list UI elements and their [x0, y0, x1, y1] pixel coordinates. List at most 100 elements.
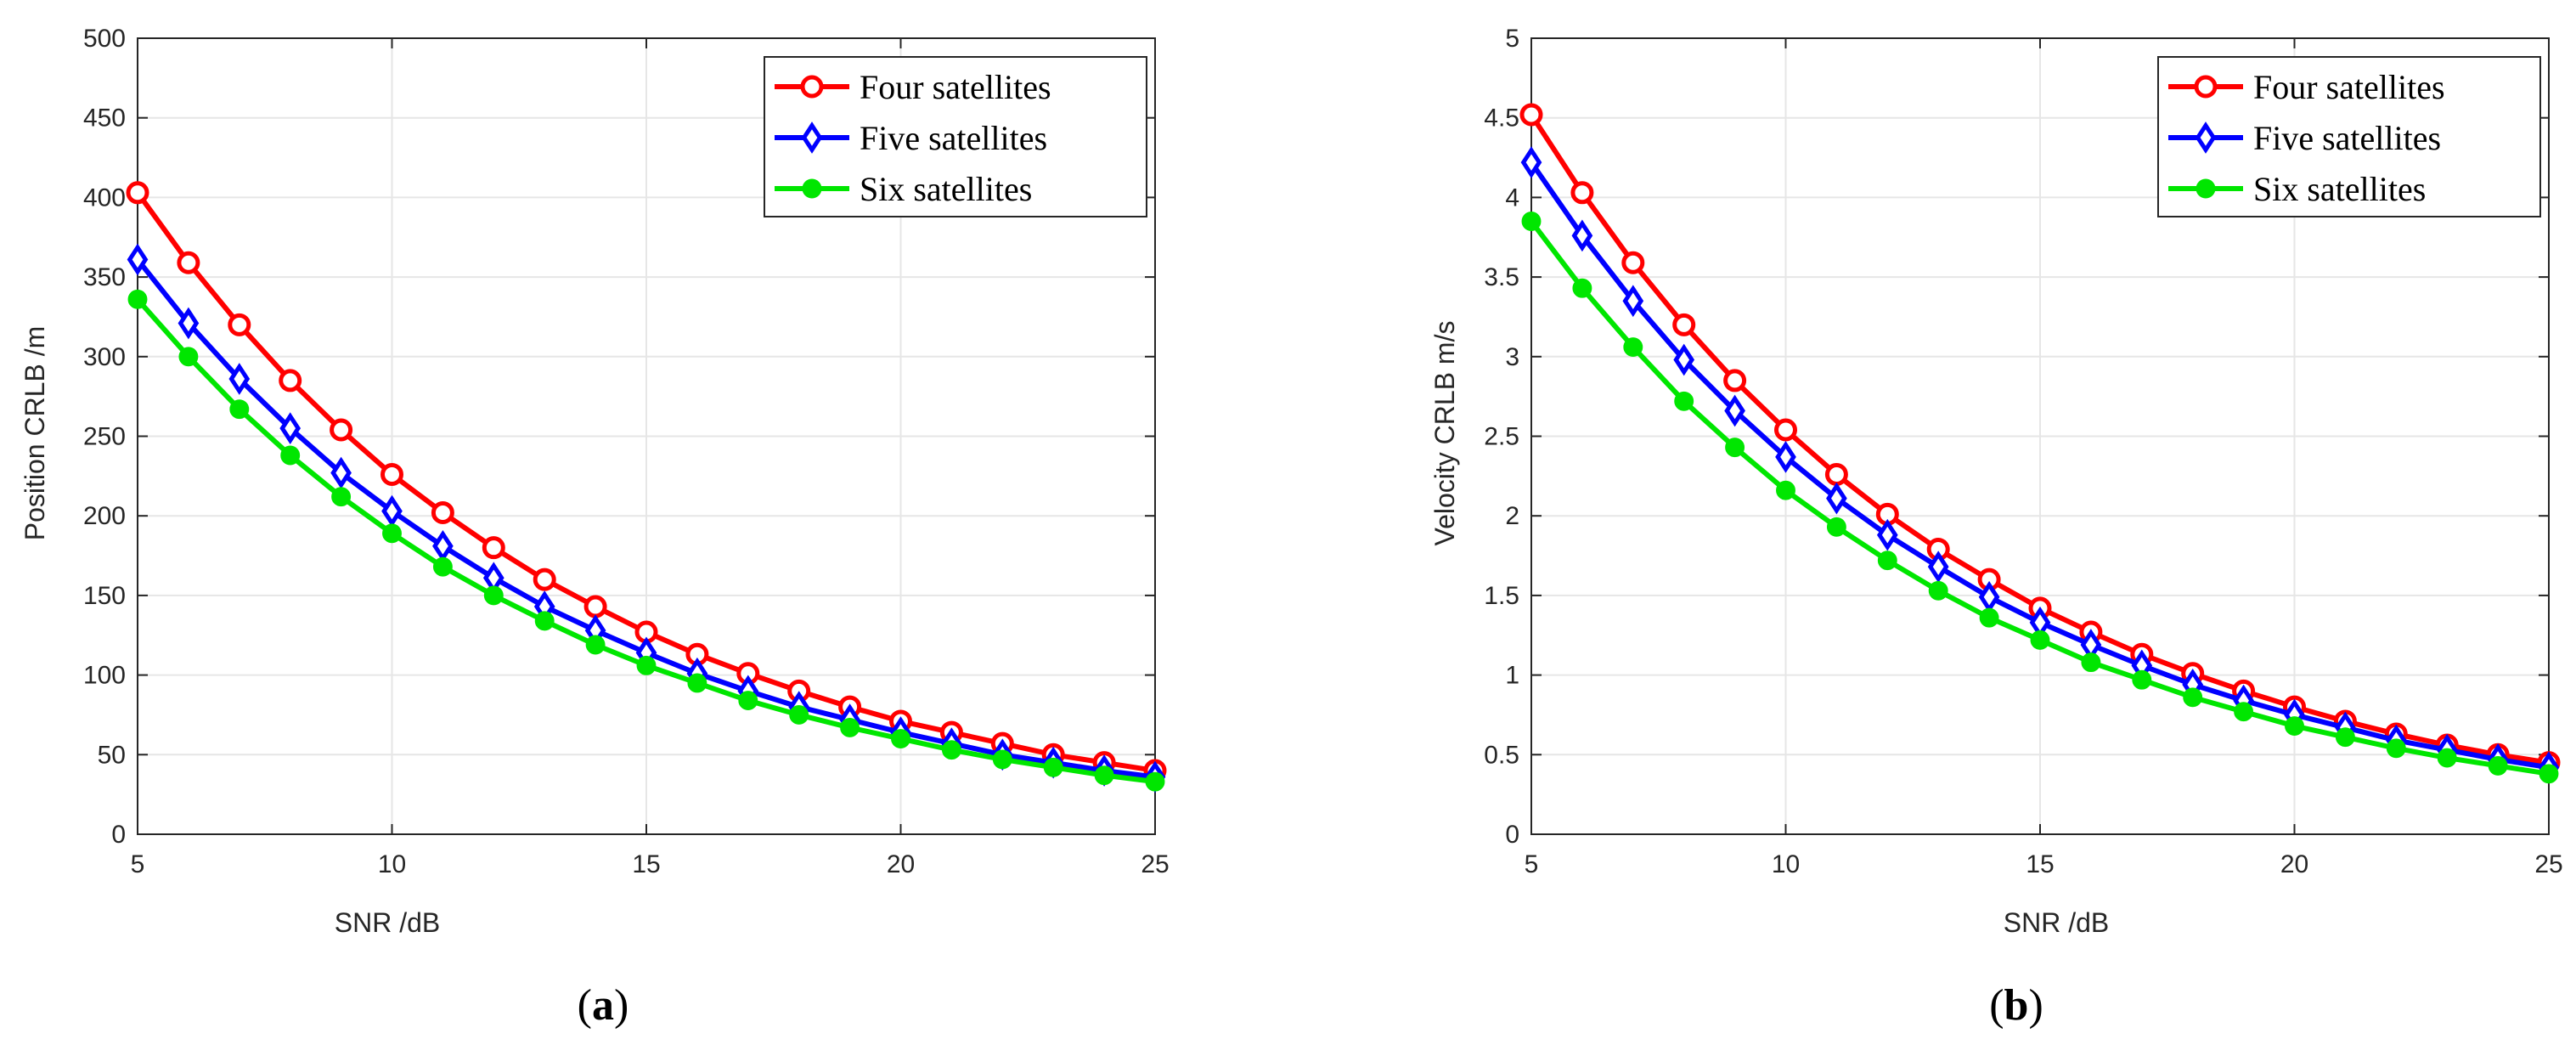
- y-tick-label: 400: [83, 184, 126, 212]
- data-point: [382, 523, 402, 544]
- y-tick-label: 2: [1505, 502, 1519, 530]
- legend-label: Five satellites: [2253, 119, 2441, 157]
- data-point: [1826, 482, 1847, 515]
- x-tick-label: 5: [131, 850, 145, 878]
- series-six-satellites: [1521, 212, 2559, 784]
- data-point: [432, 556, 453, 577]
- data-point: [280, 445, 301, 466]
- y-tick-label: 200: [83, 502, 126, 530]
- data-point: [583, 595, 607, 618]
- x-tick-label: 5: [1525, 850, 1539, 878]
- data-point: [840, 717, 860, 737]
- data-point: [789, 705, 809, 725]
- legend-label: Six satellites: [860, 170, 1032, 208]
- data-point: [941, 740, 961, 760]
- data-point: [2183, 687, 2203, 708]
- data-point: [2386, 738, 2406, 759]
- data-point: [127, 289, 148, 309]
- y-tick-label: 0.5: [1484, 741, 1519, 769]
- data-point: [229, 399, 250, 420]
- chart-panel-a: Position CRLB /m SNR /dB (a) 5 10 15 20 2505…: [20, 25, 1170, 1030]
- caption-a: (a): [578, 981, 629, 1030]
- data-point: [1521, 212, 1542, 231]
- y-tick-label: 4.5: [1484, 104, 1519, 133]
- data-point: [126, 181, 149, 205]
- data-point: [992, 749, 1012, 770]
- legend-label: Four satellites: [860, 68, 1051, 106]
- x-tick-label: 15: [632, 850, 660, 878]
- data-point: [1876, 518, 1898, 551]
- data-point: [1672, 313, 1696, 336]
- data-point: [1723, 369, 1747, 392]
- y-tick-label: 5: [1505, 25, 1519, 53]
- data-point: [330, 418, 353, 442]
- data-point: [2195, 121, 2217, 154]
- data-point: [178, 307, 200, 340]
- x-tick-label: 10: [1772, 850, 1800, 878]
- data-point: [1043, 757, 1063, 777]
- y-tick-label: 4: [1505, 184, 1519, 212]
- x-tick-label: 20: [887, 850, 915, 878]
- data-point: [2488, 755, 2508, 776]
- y-tick-label: 3.5: [1484, 263, 1519, 291]
- data-point: [431, 500, 454, 524]
- data-point: [1622, 285, 1644, 318]
- data-point: [1145, 771, 1165, 792]
- x-tick-label: 20: [2280, 850, 2308, 878]
- y-tick-label: 50: [98, 741, 126, 769]
- x-tick-label: 15: [2026, 850, 2054, 878]
- data-point: [891, 729, 910, 749]
- data-point: [2132, 669, 2152, 690]
- data-point: [800, 75, 824, 99]
- y-tick-label: 0: [1505, 821, 1519, 849]
- y-axis-label-b: Velocity CRLB m/s: [1429, 321, 1460, 546]
- chart-panel-b: Velocity CRLB m/s SNR /dB (b) 5 10 15 20 250…: [1429, 25, 2563, 1030]
- data-point: [738, 691, 758, 711]
- data-point: [801, 121, 823, 154]
- data-point: [1570, 181, 1594, 205]
- data-point: [2285, 716, 2304, 737]
- y-tick-label: 3: [1505, 343, 1519, 371]
- y-tick-label: 100: [83, 662, 126, 690]
- data-point: [380, 462, 403, 486]
- legend-a: Four satellites Five satellites Six satell…: [764, 56, 1147, 217]
- legend-label: Five satellites: [860, 119, 1047, 157]
- x-tick-label: 25: [1141, 850, 1169, 878]
- data-point: [1571, 219, 1593, 252]
- data-point: [1724, 394, 1745, 427]
- data-point: [127, 243, 149, 276]
- data-point: [687, 673, 707, 693]
- data-point: [533, 567, 556, 591]
- y-axis-label-a: Position CRLB /m: [20, 326, 50, 541]
- y-tick-label: 350: [83, 263, 126, 291]
- data-point: [381, 494, 403, 528]
- data-point: [1927, 551, 1949, 584]
- data-point: [534, 611, 555, 631]
- data-point: [1674, 391, 1694, 411]
- data-point: [2196, 178, 2216, 199]
- data-point: [1623, 337, 1643, 358]
- data-point: [1776, 480, 1795, 500]
- y-tick-label: 300: [83, 343, 126, 371]
- data-point: [1725, 438, 1745, 458]
- data-point: [1520, 146, 1542, 179]
- caption-b: (b): [1989, 981, 2043, 1030]
- x-axis-label-a: SNR /dB: [335, 907, 440, 938]
- data-point: [482, 536, 505, 560]
- data-point: [1826, 517, 1846, 537]
- data-point: [1774, 418, 1797, 442]
- data-point: [2539, 764, 2559, 784]
- series-six-satellites: [127, 289, 1165, 792]
- data-point: [1621, 251, 1645, 274]
- legend-label: Six satellites: [2253, 170, 2426, 208]
- data-point: [330, 456, 352, 489]
- data-point: [2234, 702, 2254, 722]
- x-tick-label: 10: [378, 850, 406, 878]
- data-point: [228, 313, 251, 336]
- data-point: [585, 635, 606, 655]
- data-point: [1572, 278, 1592, 298]
- y-tick-label: 1.5: [1484, 582, 1519, 610]
- data-point: [1673, 343, 1695, 376]
- y-tick-label: 150: [83, 582, 126, 610]
